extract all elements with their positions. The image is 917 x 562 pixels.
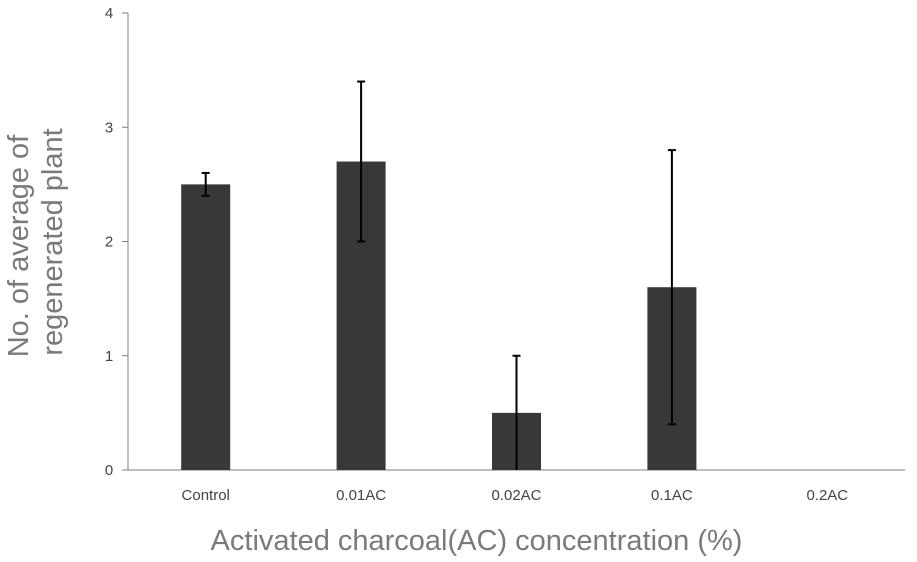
y-tick-label-4: 4 xyxy=(105,5,113,22)
y-tick-label-3: 3 xyxy=(105,119,113,136)
x-tick-label-0.01AC: 0.01AC xyxy=(336,487,386,504)
x-tick-label-0.1AC: 0.1AC xyxy=(651,487,693,504)
y-axis-label: No. of average of regenerated plant xyxy=(3,127,69,358)
x-axis-ticks: Control 0.01AC 0.02AC 0.1AC 0.2AC xyxy=(182,487,849,504)
y-tick-label-2: 2 xyxy=(105,234,113,251)
y-axis-label-line-2: regenerated plant xyxy=(37,128,69,355)
y-axis-ticks: 0 1 2 3 4 xyxy=(105,5,128,479)
y-tick-label-0: 0 xyxy=(105,462,113,479)
y-tick-label-1: 1 xyxy=(105,348,113,365)
x-axis-label: Activated charcoal(AC) concentration (%) xyxy=(211,525,743,557)
x-tick-label-0.2AC: 0.2AC xyxy=(806,487,848,504)
y-axis-label-line-1: No. of average of xyxy=(3,134,35,357)
x-tick-label-0.02AC: 0.02AC xyxy=(491,487,541,504)
error-bars xyxy=(201,80,676,470)
bar-Control xyxy=(181,184,231,470)
x-tick-label-Control: Control xyxy=(182,487,230,504)
bars xyxy=(181,161,697,470)
